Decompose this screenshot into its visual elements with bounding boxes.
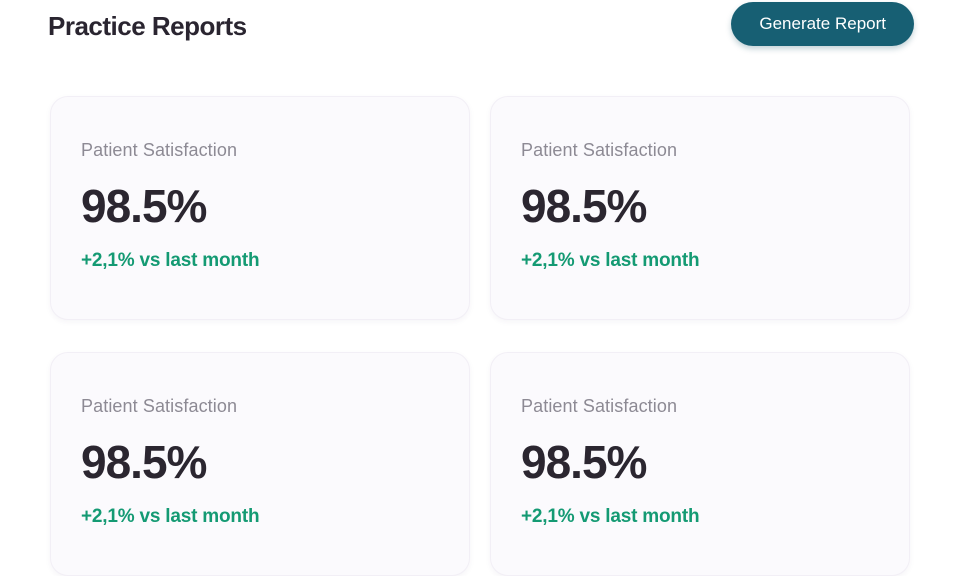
stat-label: Patient Satisfaction bbox=[81, 396, 238, 416]
stat-delta: +2,1% vs last month bbox=[521, 506, 700, 528]
generate-report-button[interactable]: Generate Report bbox=[731, 2, 914, 46]
stats-grid: Patient Satisfaction 98.5% +2,1% vs last… bbox=[50, 96, 910, 576]
stat-card-patient-satisfaction-2: Patient Satisfaction 98.5% +2,1% vs last… bbox=[490, 96, 910, 320]
stat-value: 98.5% bbox=[521, 436, 647, 488]
stat-label: Patient Satisfaction bbox=[521, 396, 678, 416]
stat-value: 98.5% bbox=[521, 180, 647, 232]
stat-value: 98.5% bbox=[81, 180, 207, 232]
stat-card-patient-satisfaction-3: Patient Satisfaction 98.5% +2,1% vs last… bbox=[50, 352, 470, 576]
header: Practice Reports Generate Report bbox=[0, 0, 962, 46]
stat-value: 98.5% bbox=[81, 436, 207, 488]
stat-delta: +2,1% vs last month bbox=[81, 250, 260, 272]
stat-label: Patient Satisfaction bbox=[521, 140, 678, 160]
page-title: Practice Reports bbox=[48, 11, 247, 41]
stat-card-patient-satisfaction-4: Patient Satisfaction 98.5% +2,1% vs last… bbox=[490, 352, 910, 576]
stat-delta: +2,1% vs last month bbox=[521, 250, 700, 272]
stat-card-patient-satisfaction-1: Patient Satisfaction 98.5% +2,1% vs last… bbox=[50, 96, 470, 320]
stat-delta: +2,1% vs last month bbox=[81, 506, 260, 528]
stat-label: Patient Satisfaction bbox=[81, 140, 238, 160]
